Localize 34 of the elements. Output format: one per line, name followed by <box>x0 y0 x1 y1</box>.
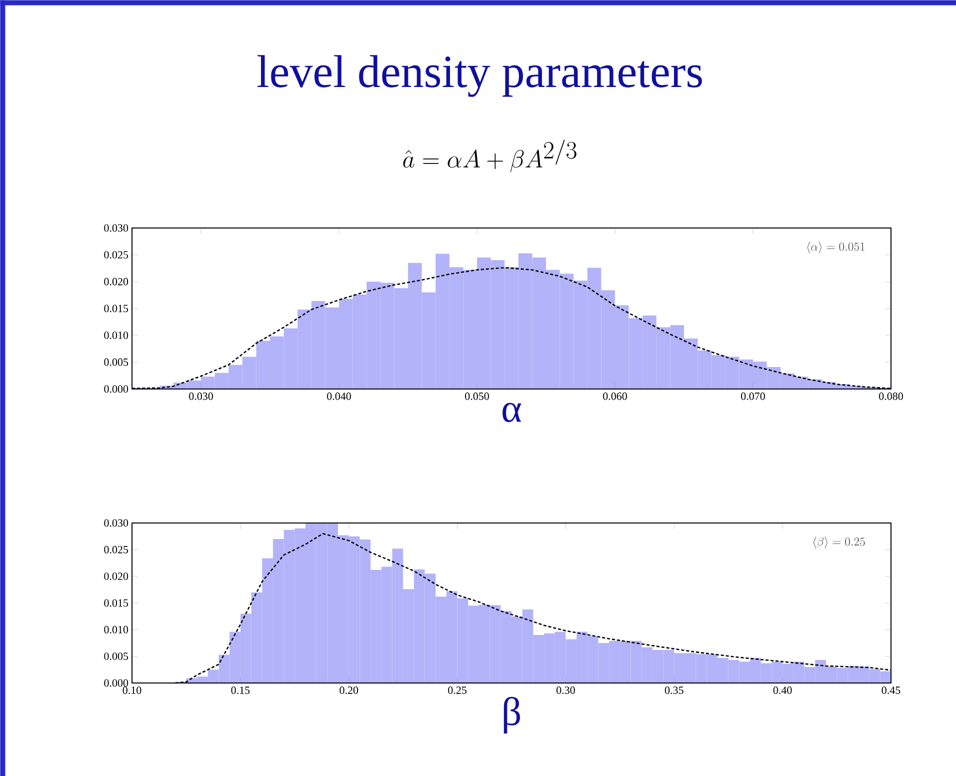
y-tick-label: 0.010 <box>104 332 128 340</box>
y-tick-label: 0.000 <box>104 679 128 687</box>
chart-subtitle: $\hat{a} = \alpha A + \beta A^{2/3}$ <box>403 140 576 172</box>
y-tick-label: 0.030 <box>104 224 128 232</box>
x-tick-label: 0.25 <box>448 686 466 694</box>
x-tick-label: 0.040 <box>327 392 351 400</box>
x-tick-label: 0.20 <box>340 686 358 694</box>
x-tick-label: 0.080 <box>879 392 903 400</box>
x-tick-label: 0.070 <box>741 392 765 400</box>
x-tick-label: 0.45 <box>882 686 900 694</box>
x-tick-label: 0.060 <box>603 392 627 400</box>
x-axis-title: α <box>502 402 522 422</box>
y-tick-label: 0.005 <box>104 652 128 660</box>
x-tick-label: 0.15 <box>231 686 250 694</box>
y-tick-label: 0.005 <box>104 358 128 366</box>
x-tick-label: 0.030 <box>189 392 213 400</box>
x-tick-label: 0.10 <box>122 686 142 694</box>
y-tick-label: 0.015 <box>104 599 128 607</box>
x-tick-label: 0.30 <box>556 686 575 694</box>
y-tick-label: 0.015 <box>104 304 128 312</box>
y-tick-label: 0.020 <box>104 278 128 286</box>
annotation: $\langle\alpha\rangle = 0.051$ <box>807 242 864 254</box>
annotation: $\langle\beta\rangle = 0.25$ <box>813 536 865 549</box>
x-tick-label: 0.40 <box>773 686 792 694</box>
x-tick-label: 0.35 <box>664 686 684 694</box>
y-tick-label: 0.030 <box>104 519 128 527</box>
y-tick-label: 0.025 <box>104 546 128 554</box>
y-tick-label: 0.025 <box>104 251 128 259</box>
y-tick-label: 0.020 <box>104 572 128 580</box>
x-axis-title: β <box>504 696 520 734</box>
chart-title: level density parameters <box>257 55 702 97</box>
y-tick-label: 0.000 <box>104 385 128 393</box>
x-tick-label: 0.050 <box>465 392 489 400</box>
y-tick-label: 0.010 <box>104 626 128 634</box>
